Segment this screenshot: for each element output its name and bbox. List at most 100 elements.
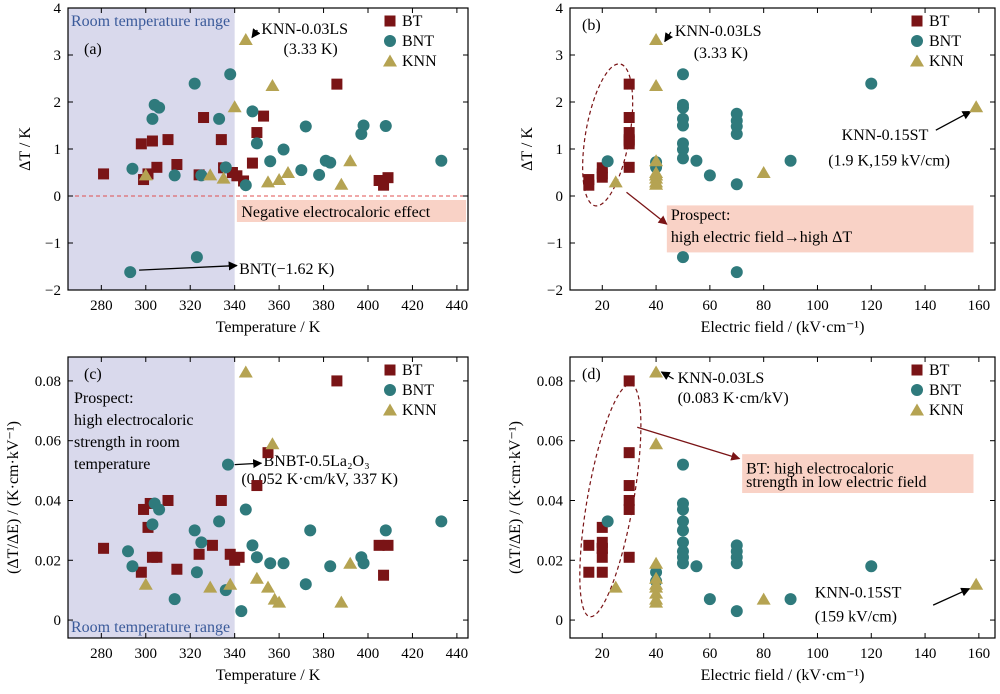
x-tick-label: 40 [649,298,664,314]
series-bnt [124,68,448,279]
point-knn [227,100,242,113]
y-axis-label: ΔT / K [17,127,34,171]
y-axis-label: ΔT / K [519,127,536,171]
point-bnt [730,127,743,140]
point-bnt [676,524,689,537]
point-knn [756,166,771,178]
point-bt [623,127,635,139]
point-bt [251,480,263,492]
point-bnt [250,551,263,564]
point-bt [138,503,150,515]
point-bt [215,134,227,146]
point-bnt [865,77,878,90]
point-bt [193,548,205,560]
point-bnt [730,266,743,279]
annotation-arrow [932,587,971,606]
panel-d: 20 40 60 80 100 120 140 160 0 0.02 0.04 0.06 0.08 Ele… [507,356,996,684]
y-tick-label: 0 [54,613,62,629]
point-bnt [676,251,689,264]
point-bnt [124,266,137,279]
point-knn [649,556,664,569]
point-bt [583,174,595,186]
point-bnt [250,137,263,150]
annotation-knn-003ls-value: (3.33 K) [284,41,338,58]
point-bt [382,539,394,551]
x-tick-label: 300 [135,298,158,314]
point-knn [265,437,280,450]
point-bnt [676,119,689,132]
point-bnt [188,77,201,90]
point-bt [583,179,595,191]
point-knn [334,177,349,190]
legend-label-bt: BT [402,13,423,30]
point-bt [596,168,608,180]
point-knn [969,100,984,113]
point-bnt [190,566,203,579]
point-bnt [703,169,716,182]
point-bnt [146,518,159,531]
y-tick-label: 4 [556,1,564,17]
point-knn [343,556,358,569]
point-bnt [299,578,312,591]
legend-marker-bt [911,15,923,27]
annotation-bt-text: strength in low electric field [746,474,926,491]
point-bt [382,172,394,184]
y-tick-label: 0.02 [537,553,563,569]
y-tick-label: 0.06 [35,434,62,450]
point-bnt [676,458,689,471]
y-tick-label: 0 [556,613,564,629]
annotation-prospect-line2: strength in room [74,434,180,451]
legend-label-bnt: BNT [402,382,434,399]
point-bnt [277,557,290,570]
point-bnt [730,178,743,191]
x-tick-label: 20 [595,298,610,314]
point-knn [756,592,771,605]
point-bnt [239,179,252,192]
x-axis-label: Temperature / K [216,667,321,684]
y-tick-label: 0.08 [35,374,61,390]
point-knn [969,577,984,590]
point-knn [138,577,153,590]
point-knn [649,79,664,92]
point-bnt [676,152,689,165]
x-tick-label: 100 [806,646,829,662]
point-bnt [324,560,337,573]
point-bnt [676,557,689,570]
point-bnt [676,515,689,528]
annotation-arrow [660,371,674,380]
y-axis-label: (ΔT/ΔE) / (K·cm·kV⁻¹) [5,421,22,574]
point-bt [623,375,635,387]
panel-label: (c) [84,366,102,383]
point-knn [265,79,280,92]
legend-marker-bnt [384,384,396,396]
legend: BT BNT KNN [910,362,964,419]
point-bnt [676,536,689,549]
annotation-knn-015st-value: (159 kV/cm) [815,609,897,626]
point-bnt [153,503,166,516]
legend-label-knn: KNN [929,402,964,419]
legend-marker-knn [383,54,397,67]
y-tick-label: 0.06 [537,434,564,450]
point-knn [608,175,623,188]
x-tick-label: 60 [702,298,717,314]
x-tick-label: 40 [649,646,664,662]
series-knn [608,365,984,608]
point-bnt [676,68,689,81]
point-bt [98,542,110,554]
point-bnt [676,503,689,516]
y-tick-label: 0.08 [537,374,563,390]
x-tick-label: 100 [806,298,829,314]
room-temperature-band [68,8,235,290]
point-bt [258,110,270,122]
point-bnt [153,101,166,114]
point-bnt [379,524,392,537]
y-tick-label: −2 [45,283,61,299]
point-bnt [730,557,743,570]
point-knn [223,577,238,590]
x-tick-label: 320 [179,298,202,314]
point-bt [146,135,158,147]
series-bt [583,78,635,191]
point-knn [649,365,664,378]
point-bt [251,127,263,139]
panel-c: 280 300 320 340 360 380 400 420 440 0 0.02 0.04 0.06… [5,356,469,684]
